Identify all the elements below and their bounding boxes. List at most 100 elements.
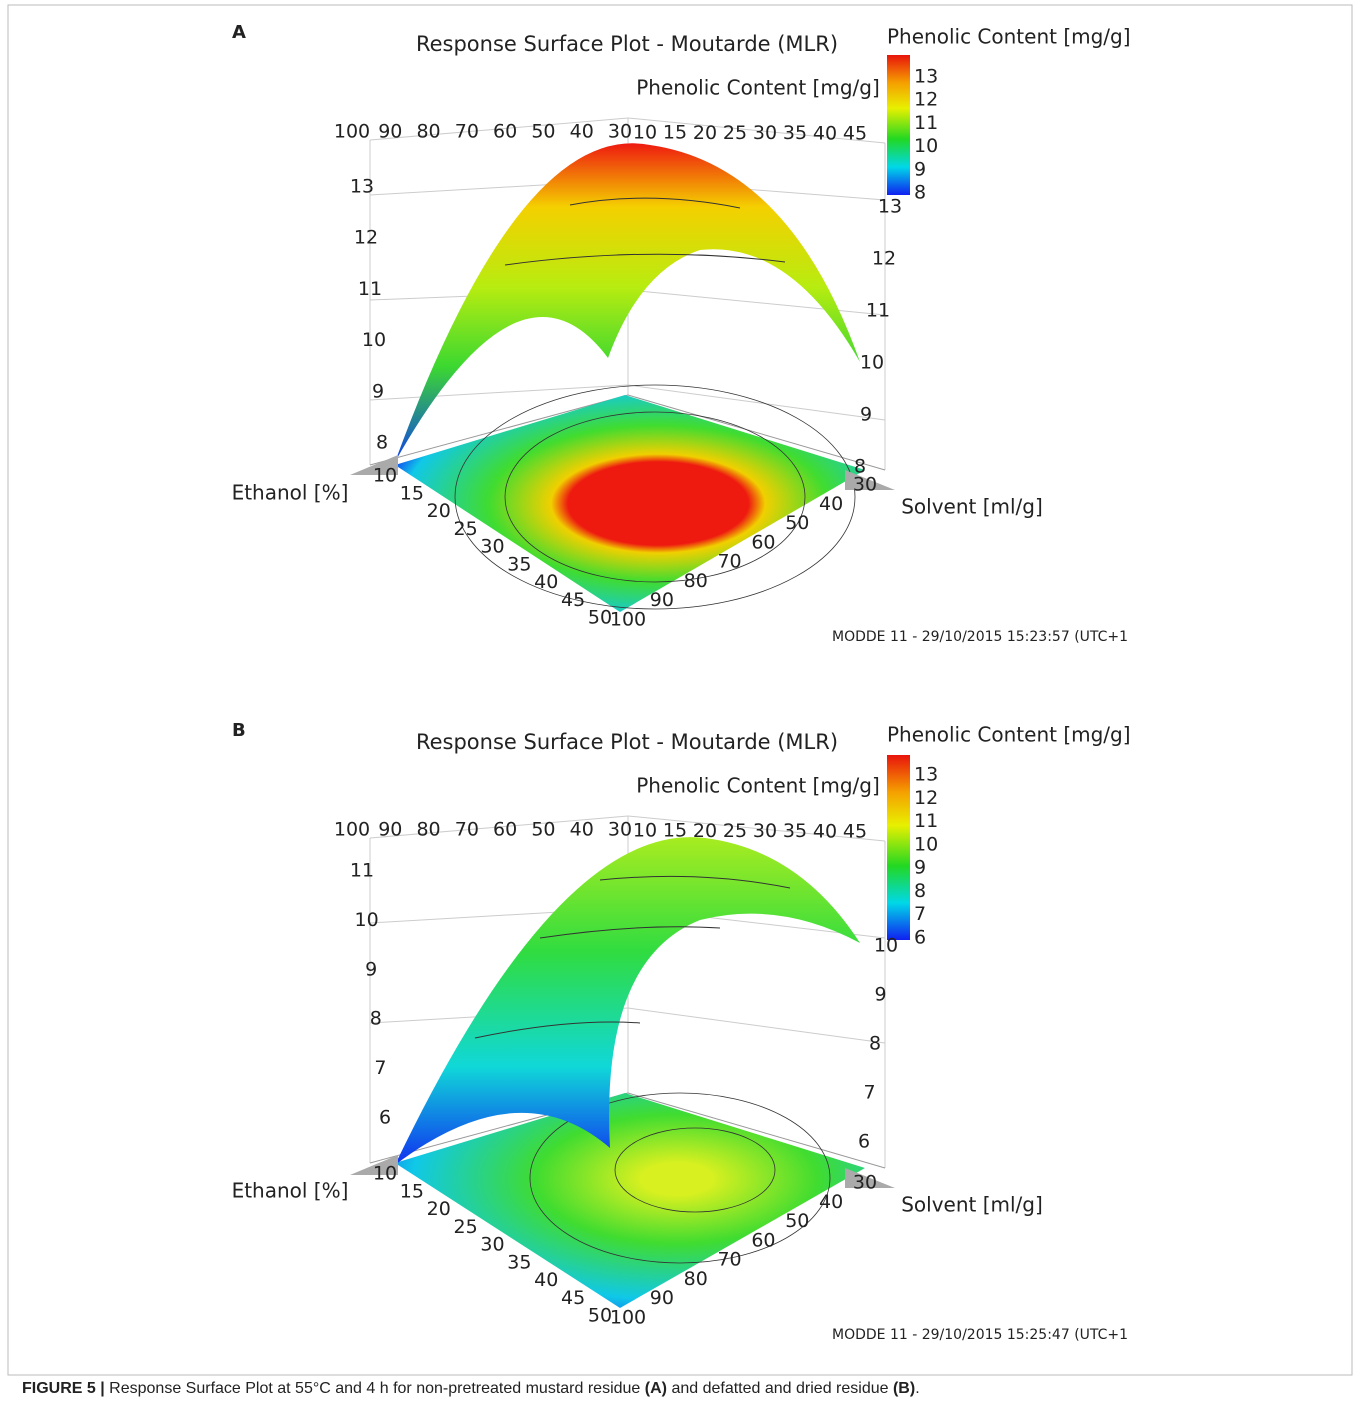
z-tick-label: 9: [372, 380, 384, 402]
solvent-tick-label: 70: [717, 551, 741, 573]
colorbar-tick-label: 6: [914, 927, 926, 949]
solvent-tick-label: 70: [717, 1249, 741, 1271]
solvent-tick-label: 100: [334, 819, 370, 841]
ethanol-tick-label: 20: [427, 500, 451, 522]
ethanol-tick-label: 15: [400, 482, 424, 504]
ethanol-tick-label: 40: [813, 122, 837, 144]
z-tick-label: 7: [863, 1082, 875, 1104]
z-tick-label: 10: [355, 909, 379, 931]
solvent-tick-label: 60: [493, 121, 517, 143]
colorbar-tick-label: 11: [914, 810, 938, 832]
ethanol-tick-label: 45: [561, 1287, 585, 1309]
floor-contour: [395, 1093, 865, 1308]
z-tick-label: 6: [858, 1131, 870, 1153]
z-tick-label: 10: [860, 352, 884, 374]
solvent-tick-label: 80: [684, 570, 708, 592]
solvent-tick-label: 70: [455, 121, 479, 143]
software-stamp: MODDE 11 - 29/10/2015 15:25:47 (UTC+1: [832, 1327, 1128, 1343]
colorbar-label: Phenolic Content [mg/g]: [887, 723, 1131, 747]
ethanol-tick-label: 25: [454, 1216, 478, 1238]
caption-text: Response Surface Plot at 55°C and 4 h fo…: [109, 1380, 641, 1397]
chart-title: Response Surface Plot - Moutarde (MLR): [416, 730, 838, 754]
software-stamp: MODDE 11 - 29/10/2015 15:23:57 (UTC+1: [832, 629, 1128, 645]
panel-b: B Response Surface Plot - Moutarde (MLR) P…: [232, 720, 1131, 1343]
response-surface: [395, 837, 860, 1165]
colorbar-tick-label: 7: [914, 903, 926, 925]
colorbar-tick-label: 8: [914, 880, 926, 902]
solvent-tick-label: 30: [853, 1172, 877, 1194]
solvent-tick-label: 90: [650, 589, 674, 611]
y-axis-label: Solvent [ml/g]: [901, 495, 1043, 519]
solvent-tick-label: 30: [853, 474, 877, 496]
z-tick-label: 8: [854, 456, 866, 478]
colorbar-tick-label: 10: [914, 135, 938, 157]
ethanol-tick-label: 40: [534, 1269, 558, 1291]
panel-letter: A: [232, 22, 246, 43]
colorbar-tick-label: 13: [914, 66, 938, 88]
colorbar-label: Phenolic Content [mg/g]: [887, 25, 1131, 49]
z-tick-label: 12: [872, 248, 896, 270]
colorbar-tick-label: 9: [914, 857, 926, 879]
z-tick-label: 9: [365, 958, 377, 980]
solvent-tick-label: 40: [570, 819, 594, 841]
z-tick-label: 8: [370, 1008, 382, 1030]
panel-letter: B: [232, 720, 246, 741]
z-tick-label: 6: [379, 1107, 391, 1129]
panel-a: A Response Surface Plot - Moutarde (MLR) P…: [232, 22, 1131, 645]
z-axis-label: Phenolic Content [mg/g]: [636, 76, 880, 100]
ethanol-tick-label: 15: [663, 820, 687, 842]
ethanol-tick-label: 20: [693, 122, 717, 144]
figure-frame: [7, 4, 1353, 1376]
colorbar-tick-label: 9: [914, 158, 926, 180]
solvent-tick-label: 70: [455, 819, 479, 841]
z-tick-label: 13: [350, 176, 374, 198]
ethanol-tick-label: 25: [723, 122, 747, 144]
ethanol-tick-label: 20: [427, 1198, 451, 1220]
caption-ref: (A): [644, 1380, 667, 1397]
solvent-tick-label: 100: [334, 121, 370, 143]
response-surface: [395, 143, 860, 462]
caption-ref: (B): [892, 1380, 916, 1397]
colorbar-tick-label: 11: [914, 112, 938, 134]
colorbar: [887, 755, 910, 940]
floor-contour: [395, 395, 865, 612]
solvent-tick-label: 50: [531, 121, 555, 143]
ethanol-tick-label: 40: [534, 571, 558, 593]
ethanol-tick-label: 40: [813, 820, 837, 842]
ethanol-tick-label: 50: [588, 1305, 612, 1327]
solvent-tick-label: 90: [650, 1287, 674, 1309]
solvent-tick-label: 30: [608, 121, 632, 143]
ethanol-tick-label: 10: [633, 820, 657, 842]
ethanol-tick-label: 45: [561, 589, 585, 611]
solvent-tick-label: 40: [819, 493, 843, 515]
solvent-tick-label: 50: [785, 512, 809, 534]
ethanol-tick-label: 35: [507, 553, 531, 575]
ethanol-tick-label: 30: [753, 122, 777, 144]
z-tick-label: 8: [869, 1033, 881, 1055]
z-tick-label: 10: [874, 935, 898, 957]
ethanol-tick-label: 35: [507, 1251, 531, 1273]
caption-text: and defatted and dried residue: [671, 1380, 889, 1397]
caption-text: .: [915, 1380, 920, 1397]
colorbar-tick-label: 10: [914, 833, 938, 855]
z-tick-label: 8: [376, 432, 388, 454]
solvent-tick-label: 60: [493, 819, 517, 841]
z-tick-label: 13: [878, 196, 902, 218]
x-axis-label: Ethanol [%]: [232, 481, 349, 505]
ethanol-tick-label: 30: [480, 1234, 504, 1256]
solvent-tick-label: 40: [570, 121, 594, 143]
solvent-tick-label: 90: [378, 121, 402, 143]
ethanol-tick-label: 15: [663, 122, 687, 144]
caption-label: FIGURE 5 |: [22, 1380, 105, 1397]
walls: [369, 117, 886, 471]
solvent-tick-label: 50: [531, 819, 555, 841]
ethanol-tick-label: 30: [480, 536, 504, 558]
chart-title: Response Surface Plot - Moutarde (MLR): [416, 32, 838, 56]
ethanol-tick-label: 35: [783, 122, 807, 144]
solvent-tick-label: 100: [610, 609, 646, 631]
z-axis-label: Phenolic Content [mg/g]: [636, 774, 880, 798]
ethanol-tick-label: 20: [693, 820, 717, 842]
solvent-tick-label: 80: [416, 819, 440, 841]
